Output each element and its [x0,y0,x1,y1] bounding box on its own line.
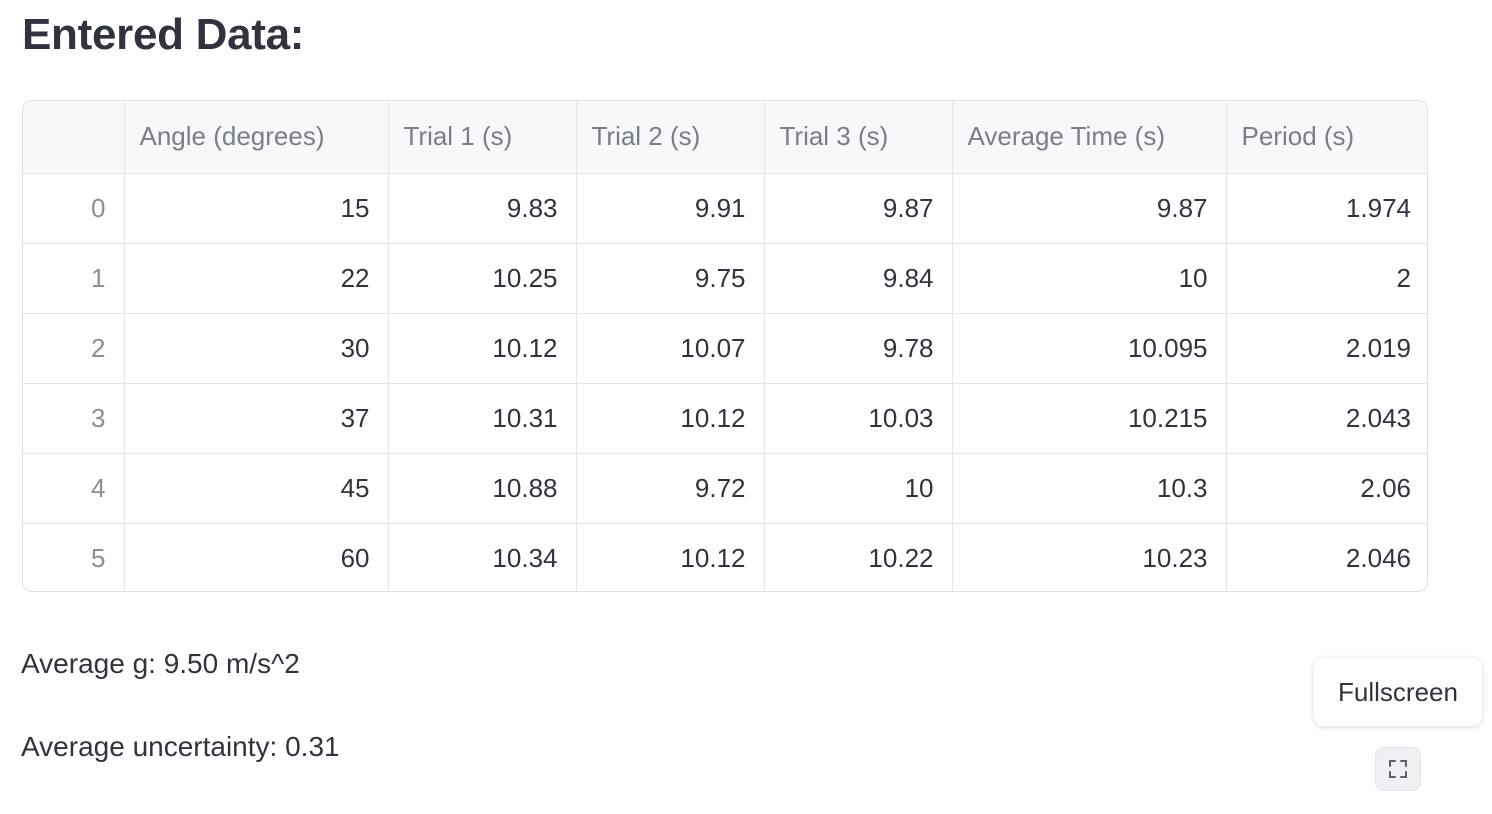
cell-period[interactable]: 2 [1226,243,1427,314]
cell-trial-1[interactable]: 10.12 [388,313,577,384]
cell-average-time[interactable]: 10 [952,243,1227,314]
data-table[interactable]: Angle (degrees) Trial 1 (s) Trial 2 (s) … [22,100,1428,592]
cell-trial-3[interactable]: 9.84 [764,243,953,314]
cell-average-time[interactable]: 10.23 [952,523,1227,591]
table-row: 4 45 10.88 9.72 10 10.3 2.06 [23,453,1427,524]
column-header-trial-1[interactable]: Trial 1 (s) [388,101,577,174]
table-row: 1 22 10.25 9.75 9.84 10 2 [23,243,1427,314]
average-g-text: Average g: 9.50 m/s^2 [21,648,300,679]
cell-trial-1[interactable]: 10.34 [388,523,577,591]
cell-angle[interactable]: 45 [124,453,389,524]
fullscreen-tooltip: Fullscreen [1314,658,1482,726]
data-grid: Angle (degrees) Trial 1 (s) Trial 2 (s) … [23,101,1427,591]
cell-trial-1[interactable]: 10.31 [388,383,577,454]
cell-trial-2[interactable]: 10.12 [576,523,765,591]
cell-trial-3[interactable]: 10 [764,453,953,524]
fullscreen-tooltip-label: Fullscreen [1338,676,1458,707]
row-index[interactable]: 3 [23,383,125,454]
cell-average-time[interactable]: 10.095 [952,313,1227,384]
cell-angle[interactable]: 37 [124,383,389,454]
cell-average-time[interactable]: 10.3 [952,453,1227,524]
cell-trial-2[interactable]: 10.07 [576,313,765,384]
cell-trial-1[interactable]: 10.88 [388,453,577,524]
average-uncertainty-text: Average uncertainty: 0.31 [21,731,340,762]
table-row: 2 30 10.12 10.07 9.78 10.095 2.019 [23,313,1427,384]
cell-period[interactable]: 2.043 [1226,383,1427,454]
cell-average-time[interactable]: 9.87 [952,173,1227,244]
column-header-angle[interactable]: Angle (degrees) [124,101,389,174]
table-row: 5 60 10.34 10.12 10.22 10.23 2.046 [23,523,1427,591]
cell-trial-3[interactable]: 9.87 [764,173,953,244]
cell-angle[interactable]: 22 [124,243,389,314]
cell-angle[interactable]: 30 [124,313,389,384]
cell-trial-2[interactable]: 9.75 [576,243,765,314]
cell-trial-1[interactable]: 10.25 [388,243,577,314]
cell-trial-3[interactable]: 10.03 [764,383,953,454]
cell-period[interactable]: 2.046 [1345,542,1411,573]
column-header-average-time[interactable]: Average Time (s) [952,101,1227,174]
cell-trial-3[interactable]: 10.22 [764,523,953,591]
row-index[interactable]: 5 [23,523,125,591]
column-header-period[interactable]: Period (s) [1226,101,1427,174]
cell-period[interactable]: 2.019 [1226,313,1427,384]
row-index[interactable]: 2 [23,313,125,384]
column-header-trial-3[interactable]: Trial 3 (s) [764,101,953,174]
table-row: 0 15 9.83 9.91 9.87 9.87 1.974 [23,173,1427,244]
cell-period[interactable]: 2.06 [1226,453,1427,524]
cell-trial-2[interactable]: 9.72 [576,453,765,524]
fullscreen-button[interactable] [1376,748,1420,790]
cell-trial-1[interactable]: 9.83 [388,173,577,244]
cell-period[interactable]: 1.974 [1226,173,1427,244]
cell-angle[interactable]: 60 [124,523,389,591]
cell-trial-2[interactable]: 9.91 [576,173,765,244]
column-header-trial-2[interactable]: Trial 2 (s) [576,101,765,174]
table-row: 3 37 10.31 10.12 10.03 10.215 2.043 [23,383,1427,454]
page-title: Entered Data: [22,10,305,59]
cell-trial-3[interactable]: 9.78 [764,313,953,384]
row-index[interactable]: 1 [23,243,125,314]
column-header-index[interactable] [23,101,125,174]
table-header-row: Angle (degrees) Trial 1 (s) Trial 2 (s) … [23,101,1427,174]
row-index[interactable]: 0 [23,173,125,244]
cell-average-time[interactable]: 10.215 [952,383,1227,454]
cell-angle[interactable]: 15 [124,173,389,244]
cell-trial-2[interactable]: 10.12 [576,383,765,454]
fullscreen-expand-icon [1389,760,1407,778]
row-index[interactable]: 4 [23,453,125,524]
